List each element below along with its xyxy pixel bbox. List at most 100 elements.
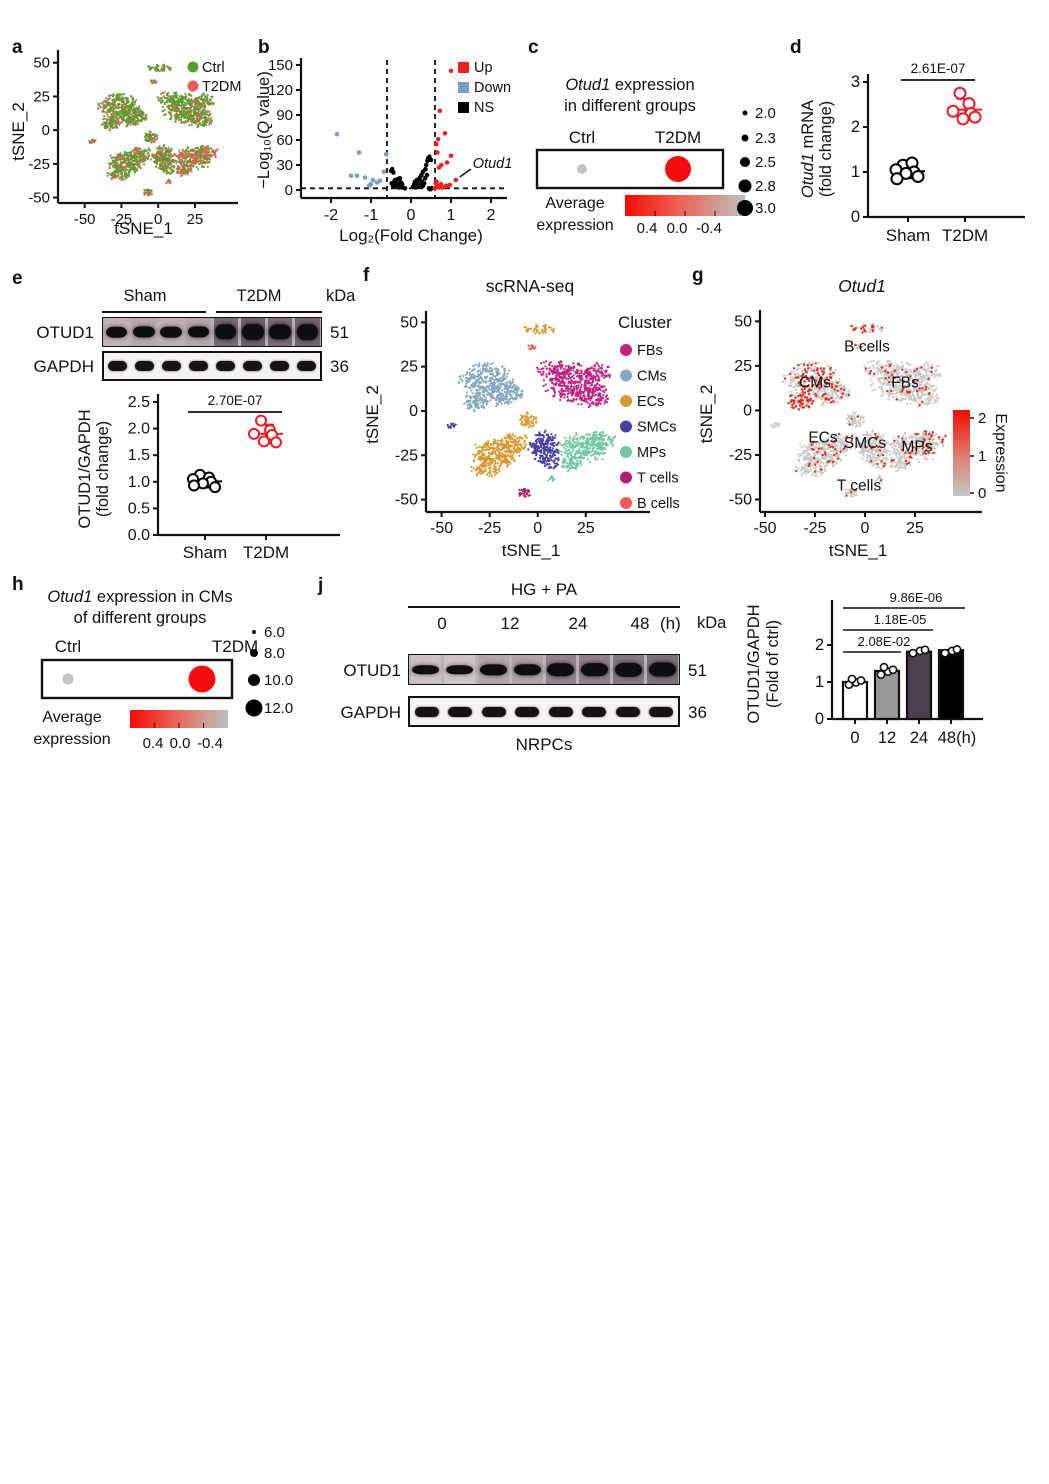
tsne-clusters-chart: 50 25 0 -25 -50 -50 -25 0 25 tSNE_1 tSNE_2 scRNA-se… — [363, 276, 680, 560]
svg-text:50: 50 — [400, 314, 418, 331]
svg-text:2: 2 — [851, 118, 860, 136]
tsne-legend: Ctrl T2DM — [187, 60, 241, 95]
blot-lane — [613, 655, 644, 684]
blot-row-label-otud1: OTUD1 — [36, 323, 94, 342]
svg-text:1.5: 1.5 — [128, 447, 150, 464]
sham-underline — [102, 311, 206, 314]
protein-band — [269, 361, 290, 371]
protein-band — [187, 326, 210, 338]
svg-text:1: 1 — [851, 163, 860, 181]
panel-label-g: g — [692, 265, 704, 286]
svg-text:2.3: 2.3 — [755, 130, 776, 147]
protein-band — [448, 706, 473, 717]
kda-value-51-j: 51 — [688, 661, 707, 680]
svg-text:-25: -25 — [395, 447, 418, 464]
svg-text:tSNE_1: tSNE_1 — [502, 541, 561, 560]
svg-text:(fold change): (fold change) — [94, 421, 112, 517]
blot-lane — [478, 655, 509, 684]
svg-text:2.5: 2.5 — [128, 394, 150, 411]
protein-band — [133, 326, 155, 338]
svg-text:0.5: 0.5 — [128, 500, 150, 517]
svg-text:30: 30 — [276, 157, 293, 174]
panel-label-e: e — [12, 268, 23, 289]
svg-text:Otud1: Otud1 — [473, 156, 513, 172]
panel-label-h: h — [12, 574, 24, 595]
tsne-expression-points — [770, 322, 947, 498]
svg-text:Otud1 mRNA: Otud1 mRNA — [799, 100, 817, 198]
svg-text:in different groups: in different groups — [564, 97, 696, 115]
svg-text:25: 25 — [400, 359, 418, 376]
svg-text:1: 1 — [447, 207, 456, 224]
panel-label-f: f — [363, 265, 370, 286]
blot-row-label-gapdh: GAPDH — [33, 357, 94, 376]
panel-label-b: b — [258, 37, 270, 58]
svg-text:-50: -50 — [74, 211, 96, 228]
panel-f-tsne-clusters: f 50 25 0 -25 -50 -50 -25 0 25 tSNE_1 tSNE_2 scRNA-… — [360, 262, 690, 574]
protein-band — [215, 361, 236, 371]
svg-text:0.0: 0.0 — [667, 220, 688, 237]
kda-value-36-j: 36 — [688, 703, 707, 722]
svg-text:25: 25 — [187, 211, 204, 228]
dotplot-chart: Otud1 expression in different groups Ctrl T… — [535, 76, 776, 237]
svg-text:tSNE_2: tSNE_2 — [363, 385, 382, 444]
gapdh-blot-lanes — [102, 351, 322, 381]
svg-text:-25: -25 — [111, 211, 133, 228]
svg-text:2.0: 2.0 — [128, 421, 150, 438]
panel-label-d: d — [790, 37, 802, 58]
svg-text:-25: -25 — [28, 156, 50, 173]
size-legend: 6.08.010.012.0 — [245, 624, 293, 717]
panel-g-tsne-expression: g 50 25 0 -25 -50 -50 -25 0 25 tSNE_1 tSNE_2 Otud1 B… — [690, 262, 1049, 574]
blot-lane — [479, 698, 510, 725]
svg-text:T2DM: T2DM — [942, 226, 988, 245]
protein-band — [214, 324, 237, 340]
protein-band — [614, 662, 642, 677]
blot-lane — [106, 353, 130, 379]
svg-text:25: 25 — [577, 520, 595, 537]
svg-text:Average: Average — [545, 195, 604, 212]
time-label-0: 0 — [437, 614, 447, 633]
blot-lane — [445, 698, 476, 725]
protein-band — [161, 361, 182, 371]
protein-band — [107, 361, 128, 371]
svg-text:0: 0 — [154, 211, 162, 228]
protein-band — [481, 706, 506, 717]
svg-text:-50: -50 — [395, 492, 418, 509]
svg-text:Up: Up — [474, 60, 493, 76]
panel-b-volcano: b 0 30 60 90 120 150 -2 -1 0 1 2 Log₂(Fold Change) −… — [255, 30, 520, 265]
svg-text:Otud1 expression: Otud1 expression — [565, 76, 694, 94]
svg-text:0: 0 — [42, 122, 50, 139]
svg-text:2.5: 2.5 — [755, 154, 776, 171]
otud1-blot-lanes-j — [408, 654, 680, 685]
svg-text:2.61E-07: 2.61E-07 — [911, 61, 966, 76]
svg-text:T2DM: T2DM — [202, 79, 241, 95]
protein-band — [414, 706, 439, 717]
blot-lane — [295, 353, 319, 379]
blot-group-t2dm: T2DM — [236, 287, 282, 305]
blot-row-label-gapdh-j: GAPDH — [340, 703, 401, 722]
blot-lane — [160, 353, 184, 379]
protein-band — [269, 324, 291, 340]
svg-text:2: 2 — [487, 207, 496, 224]
blot-lane — [511, 655, 543, 684]
panel-j-timecourse: j HG + PA 0 12 24 48 (h) kDa OTUD1 51 GA… — [315, 572, 1049, 772]
volcano-points — [334, 68, 459, 192]
blot-lane — [104, 318, 129, 346]
time-label-24: 24 — [568, 614, 588, 633]
svg-text:Sham: Sham — [886, 226, 930, 245]
svg-text:-1: -1 — [364, 207, 378, 224]
protein-band — [446, 664, 474, 675]
svg-text:2.70E-07: 2.70E-07 — [208, 393, 263, 408]
blot-lane — [268, 318, 293, 346]
time-label-48: 48 — [630, 614, 650, 633]
blot-lane — [295, 318, 320, 346]
kda-value-36: 36 — [330, 357, 349, 376]
panel-a-tsne-groups: a 50 25 0 -25 -50 -50 -25 0 25 tSNE_1 tSNE_2 Ctrl T2… — [9, 30, 255, 265]
protein-band — [242, 324, 264, 340]
volcano-legend: Up Down NS — [458, 60, 511, 116]
svg-text:T2DM: T2DM — [243, 543, 289, 562]
protein-band — [649, 706, 674, 717]
hg-pa-underline — [408, 606, 680, 609]
blot-lane — [186, 318, 211, 346]
